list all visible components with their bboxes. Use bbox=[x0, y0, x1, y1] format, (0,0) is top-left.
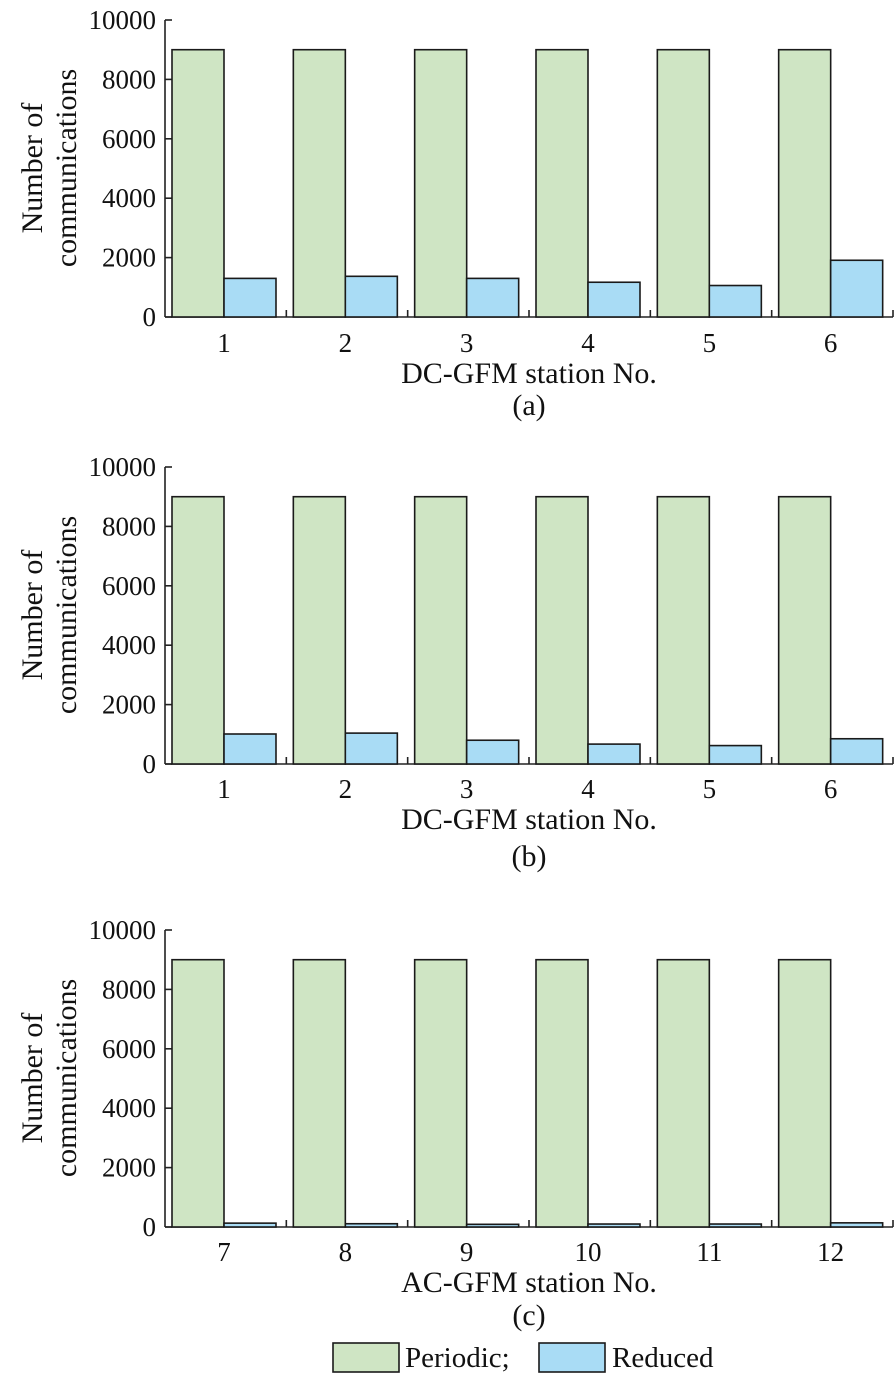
bar-periodic-7 bbox=[171, 958, 225, 1228]
y-axis-title: Number ofcommunications bbox=[16, 979, 83, 1177]
x-tick-label: 5 bbox=[703, 774, 717, 804]
bar-periodic-9 bbox=[413, 958, 468, 1228]
y-tick-label: 0 bbox=[143, 749, 157, 779]
x-tick-label: 10 bbox=[575, 1237, 602, 1267]
x-tick-label: 6 bbox=[824, 328, 838, 358]
y-tick-label: 8000 bbox=[102, 974, 156, 1004]
panel-label: (c) bbox=[512, 1299, 545, 1332]
bar-periodic-2 bbox=[292, 495, 347, 765]
bar-periodic-3 bbox=[413, 48, 468, 318]
chart-panel-1: 0 2000 4000 6000 8000 10000 Number ofcommunica… bbox=[16, 5, 894, 422]
bar-periodic-1 bbox=[171, 495, 225, 765]
bar-reduced-1 bbox=[223, 733, 277, 765]
bar-periodic-1 bbox=[171, 48, 225, 318]
bar-reduced-1 bbox=[223, 277, 277, 318]
bar-periodic-11 bbox=[656, 958, 711, 1228]
legend: Periodic; Reduced bbox=[332, 1342, 714, 1374]
bar-reduced-11 bbox=[708, 1223, 763, 1228]
x-tick-label: 12 bbox=[817, 1237, 844, 1267]
y-tick-label: 6000 bbox=[102, 124, 156, 154]
y-tick-label: 2000 bbox=[102, 1153, 156, 1183]
bar-periodic-6 bbox=[777, 495, 832, 765]
x-tick-label: 3 bbox=[460, 774, 474, 804]
y-tick-label: 0 bbox=[143, 1212, 157, 1242]
bar-reduced-6 bbox=[829, 259, 884, 318]
y-tick-label: 0 bbox=[143, 302, 157, 332]
y-axis-title-line: communications bbox=[50, 979, 83, 1177]
bar-reduced-4 bbox=[587, 281, 641, 318]
y-axis-title-line: Number of bbox=[16, 1013, 49, 1144]
bar-periodic-12 bbox=[777, 958, 832, 1228]
y-tick-label: 8000 bbox=[102, 64, 156, 94]
panel-label: (b) bbox=[512, 840, 547, 873]
y-axis-title-line: Number of bbox=[16, 550, 49, 681]
bar-periodic-5 bbox=[656, 48, 711, 318]
y-axis-title-line: communications bbox=[50, 516, 83, 714]
bar-periodic-2 bbox=[292, 48, 347, 318]
bar-reduced-8 bbox=[344, 1222, 399, 1228]
x-axis-title: DC-GFM station No. bbox=[401, 803, 657, 836]
x-axis-title: DC-GFM station No. bbox=[401, 357, 657, 390]
bar-reduced-3 bbox=[465, 739, 520, 765]
legend-swatch-reduced bbox=[538, 1342, 606, 1373]
y-tick-label: 6000 bbox=[102, 1034, 156, 1064]
y-tick-label: 4000 bbox=[102, 183, 156, 213]
x-tick-label: 2 bbox=[339, 774, 353, 804]
bar-periodic-10 bbox=[535, 958, 589, 1228]
legend-label-reduced: Reduced bbox=[612, 1342, 714, 1374]
y-tick-label: 10000 bbox=[89, 915, 157, 945]
x-tick-label: 11 bbox=[696, 1237, 722, 1267]
panel-label: (a) bbox=[512, 389, 545, 422]
x-tick-label: 1 bbox=[217, 328, 231, 358]
bar-reduced-2 bbox=[344, 732, 399, 765]
x-tick-label: 7 bbox=[217, 1237, 231, 1267]
y-tick-label: 10000 bbox=[89, 452, 157, 482]
y-axis-title-line: Number of bbox=[16, 103, 49, 234]
bar-reduced-12 bbox=[829, 1222, 884, 1228]
legend-swatch-periodic bbox=[332, 1342, 400, 1373]
bar-periodic-3 bbox=[413, 495, 468, 765]
legend-label-periodic: Periodic; bbox=[405, 1342, 510, 1374]
bar-reduced-4 bbox=[587, 743, 641, 765]
bar-reduced-7 bbox=[223, 1222, 277, 1228]
bar-reduced-5 bbox=[708, 744, 763, 765]
x-axis-title: AC-GFM station No. bbox=[401, 1266, 657, 1299]
bar-reduced-5 bbox=[708, 284, 763, 318]
y-tick-label: 2000 bbox=[102, 690, 156, 720]
x-tick-label: 6 bbox=[824, 774, 838, 804]
x-tick-label: 4 bbox=[581, 328, 595, 358]
bar-reduced-2 bbox=[344, 275, 399, 318]
y-tick-label: 6000 bbox=[102, 571, 156, 601]
x-tick-label: 8 bbox=[339, 1237, 353, 1267]
y-axis-title: Number ofcommunications bbox=[16, 69, 83, 267]
chart-panel-3: 0 2000 4000 6000 8000 10000 Number ofcommunica… bbox=[16, 915, 894, 1332]
x-tick-label: 5 bbox=[703, 328, 717, 358]
bar-periodic-8 bbox=[292, 958, 347, 1228]
y-tick-label: 4000 bbox=[102, 1093, 156, 1123]
y-tick-label: 8000 bbox=[102, 511, 156, 541]
x-tick-label: 2 bbox=[339, 328, 353, 358]
x-tick-label: 9 bbox=[460, 1237, 474, 1267]
bar-reduced-6 bbox=[829, 737, 884, 765]
bar-periodic-5 bbox=[656, 495, 711, 765]
x-tick-label: 4 bbox=[581, 774, 595, 804]
y-axis-title-line: communications bbox=[50, 69, 83, 267]
bar-periodic-4 bbox=[535, 495, 589, 765]
bar-reduced-9 bbox=[465, 1223, 520, 1228]
x-tick-label: 3 bbox=[460, 328, 474, 358]
bar-reduced-10 bbox=[587, 1223, 641, 1228]
bar-reduced-3 bbox=[465, 277, 520, 318]
y-tick-label: 2000 bbox=[102, 243, 156, 273]
bar-periodic-4 bbox=[535, 48, 589, 318]
bar-periodic-6 bbox=[777, 48, 832, 318]
y-tick-label: 10000 bbox=[89, 5, 157, 35]
chart-panel-2: 0 2000 4000 6000 8000 10000 Number ofcommunica… bbox=[16, 452, 894, 873]
y-tick-label: 4000 bbox=[102, 630, 156, 660]
x-tick-label: 1 bbox=[217, 774, 231, 804]
y-axis-title: Number ofcommunications bbox=[16, 516, 83, 714]
